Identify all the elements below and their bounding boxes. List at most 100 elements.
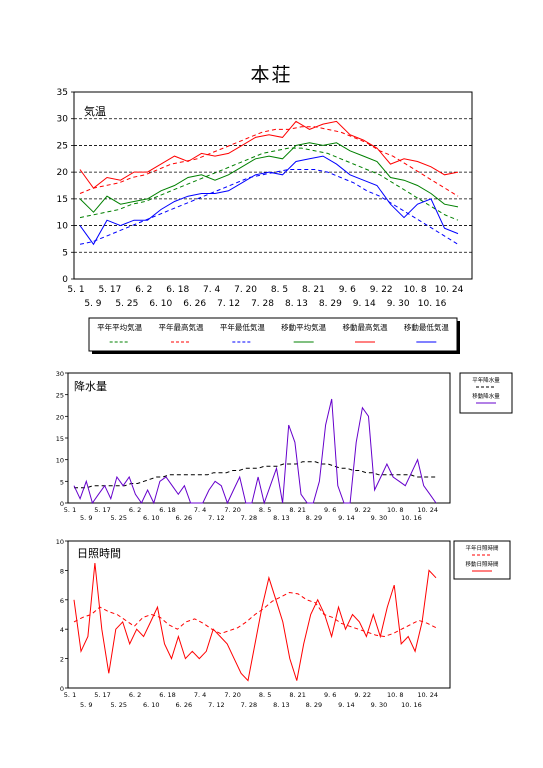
chart-2-x-tick-label: 9. 22: [354, 691, 371, 699]
chart-0-y-tick-label: 5: [62, 248, 68, 258]
chart-0-series-2-line: [79, 169, 459, 245]
chart-0-x-tick-label: 8. 21: [302, 285, 325, 295]
chart-0-y-tick-label: 15: [57, 195, 68, 205]
chart-1-x-tick-label-2: 7. 12: [208, 514, 225, 522]
chart-1-title: 降水量: [74, 379, 107, 393]
chart-1-x-tick-label-2: 8. 29: [306, 514, 323, 522]
chart-2-x-tick-label: 7. 4: [194, 691, 206, 699]
chart-1-x-tick-label-2: 5. 9: [80, 514, 92, 522]
chart-0-x-tick-label-2: 7. 12: [217, 299, 240, 309]
chart-2-x-tick-label: 8. 21: [289, 691, 306, 699]
chart-0-x-tick-label: 6. 2: [135, 285, 152, 295]
chart-2-legend-box: [453, 540, 511, 580]
chart-0-x-tick-label: 9. 22: [370, 285, 393, 295]
chart-2-title: 日照時間: [77, 547, 121, 560]
chart-1-x-tick-label-2: 7. 28: [241, 514, 258, 522]
chart-0-y-tick-label: 30: [57, 115, 69, 125]
legend-item-label: 平年平均気温: [97, 322, 142, 332]
chart-1-y-tick-label: 5: [60, 478, 64, 486]
chart-0-x-tick-label-2: 10. 16: [418, 299, 447, 309]
chart-0-x-tick-label: 10. 8: [404, 285, 427, 295]
chart-2-y-tick-label: 2: [60, 656, 64, 664]
chart-0-x-tick-label-2: 9. 30: [387, 299, 410, 309]
chart-2-y-tick-label: 6: [60, 597, 64, 605]
chart-2-legend-label: 移動日照時間: [465, 560, 499, 568]
chart-0-x-tick-label-2: 9. 14: [353, 299, 376, 309]
chart-1-x-tick-label-2: 6. 10: [143, 514, 160, 522]
chart-0-x-tick-label-2: 6. 10: [149, 299, 172, 309]
chart-1-x-tick-label: 10. 8: [387, 506, 404, 514]
chart-1-x-tick-label: 8. 5: [259, 506, 271, 514]
chart-0-series-3-line: [79, 142, 459, 213]
chart-0-x-tick-label: 7. 4: [203, 285, 220, 295]
chart-2-y-tick-label: 10: [56, 538, 64, 546]
legend-item-label: 移動最低気温: [404, 322, 449, 332]
chart-1-series-0-line: [74, 461, 436, 489]
chart-2-x-tick-label-2: 7. 28: [241, 701, 258, 709]
chart-2-plot-frame: [67, 540, 451, 689]
chart-0-y-tick-label: 0: [62, 275, 68, 285]
chart-2-x-tick-label-2: 5. 25: [111, 701, 128, 709]
chart-2-x-tick-label: 10. 24: [417, 691, 438, 699]
chart-2-legend-label: 平年日照時間: [465, 544, 499, 552]
chart-1-x-tick-label-2: 9. 14: [338, 514, 355, 522]
chart-2-x-tick-label: 5. 17: [94, 691, 111, 699]
chart-1-x-tick-label: 7. 4: [194, 506, 206, 514]
chart-0-x-tick-label-2: 8. 13: [285, 299, 308, 309]
chart-1-x-tick-label-2: 5. 25: [111, 514, 128, 522]
chart-2-x-tick-label-2: 10. 16: [401, 701, 422, 709]
chart-2-x-tick-label-2: 6. 10: [143, 701, 160, 709]
chart-0-y-tick-label: 10: [57, 222, 69, 232]
chart-1-legend-label: 移動降水量: [472, 392, 500, 400]
chart-0-x-tick-label-2: 6. 26: [183, 299, 206, 309]
chart-0-title: 気温: [84, 104, 106, 118]
chart-1-legend-box: [459, 372, 513, 414]
chart-0-x-tick-label: 5. 17: [98, 285, 121, 295]
chart-0-series-4-line: [79, 120, 459, 189]
chart-2-x-tick-label-2: 9. 14: [338, 701, 355, 709]
chart-2-y-tick-label: 4: [60, 626, 64, 634]
chart-0-x-tick-label: 8. 5: [271, 285, 288, 295]
chart-1-y-tick-label: 25: [56, 392, 64, 400]
chart-1-y-tick-label: 20: [56, 413, 64, 421]
chart-2-x-tick-label-2: 7. 12: [208, 701, 225, 709]
chart-2-x-tick-label: 7. 20: [224, 691, 241, 699]
chart-2-y-tick-label: 0: [60, 685, 64, 693]
chart-2-x-tick-label-2: 5. 9: [80, 701, 92, 709]
chart-2-x-tick-label: 9. 6: [324, 691, 336, 699]
chart-1-x-tick-label-2: 8. 13: [273, 514, 290, 522]
chart-1-plot-frame: [67, 372, 451, 504]
chart-1-series-1-line: [73, 398, 437, 505]
legend-item-label: 移動最高気温: [343, 322, 388, 332]
chart-2-x-tick-label: 6. 18: [159, 691, 176, 699]
chart-2-x-tick-label-2: 9. 30: [371, 701, 388, 709]
legend-item-label: 平年最高気温: [159, 322, 204, 332]
chart-1-y-tick-label: 0: [60, 500, 64, 508]
chart-0-x-tick-label-2: 5. 9: [84, 299, 101, 309]
chart-0-y-tick-label: 35: [57, 88, 68, 98]
page-title: 本荘: [250, 64, 293, 86]
chart-0-x-tick-label: 7. 20: [234, 285, 257, 295]
chart-0-series-0-line: [79, 147, 459, 221]
chart-2-x-tick-label: 8. 5: [259, 691, 271, 699]
chart-1-x-tick-label-2: 10. 16: [401, 514, 422, 522]
chart-0-y-tick-label: 25: [57, 141, 68, 151]
chart-1-y-tick-label: 10: [56, 457, 64, 465]
chart-0-x-tick-label: 6. 18: [166, 285, 189, 295]
legend-item-label: 移動平均気温: [281, 322, 326, 332]
chart-2-y-tick-label: 8: [60, 567, 64, 575]
chart-1-y-tick-label: 15: [56, 435, 64, 443]
chart-2-x-tick-label: 5. 1: [64, 691, 76, 699]
chart-0-y-tick-label: 20: [57, 168, 69, 178]
chart-1-x-tick-label: 5. 17: [94, 506, 111, 514]
chart-0-series-5-line: [79, 155, 459, 246]
chart-1-x-tick-label: 6. 2: [129, 506, 141, 514]
chart-0-x-tick-label-2: 8. 29: [319, 299, 342, 309]
chart-1-x-tick-label: 5. 1: [64, 506, 76, 514]
chart-0-plot-frame: [73, 91, 473, 280]
chart-2-x-tick-label: 6. 2: [129, 691, 141, 699]
chart-1-x-tick-label: 7. 20: [224, 506, 241, 514]
chart-2-series-0-line: [73, 591, 437, 638]
chart-1-x-tick-label: 6. 18: [159, 506, 176, 514]
